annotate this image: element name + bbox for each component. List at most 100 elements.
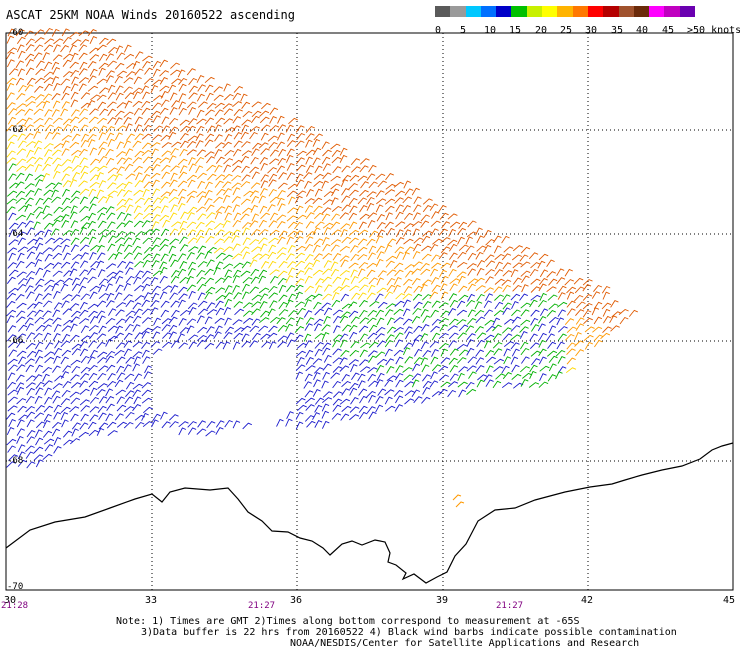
wind-barb: [278, 261, 288, 268]
wind-barb: [232, 116, 242, 124]
wind-barb: [80, 355, 90, 364]
wind-barb: [132, 363, 140, 372]
wind-barb: [89, 108, 99, 116]
wind-barb: [249, 286, 259, 294]
wind-barb: [366, 406, 376, 414]
wind-barb: [33, 301, 43, 309]
wind-barb: [412, 363, 420, 372]
wind-barb: [87, 133, 97, 141]
wind-barb: [144, 166, 154, 174]
wind-barb: [180, 140, 189, 149]
wind-barb: [188, 246, 199, 252]
wind-barb: [135, 421, 145, 429]
wind-barb: [134, 68, 144, 76]
wind-barb: [169, 117, 179, 125]
wind-barb: [152, 102, 162, 110]
wind-barb: [438, 252, 448, 260]
wind-barb: [538, 283, 547, 292]
wind-barb: [178, 427, 187, 436]
wind-barb: [304, 340, 313, 348]
wind-barb: [78, 68, 88, 76]
wind-barb: [224, 269, 233, 278]
wind-barb: [286, 285, 296, 293]
wind-barb: [204, 342, 215, 350]
wind-barb: [288, 267, 296, 276]
wind-barb: [349, 382, 359, 390]
wind-barb: [79, 260, 89, 268]
wind-barb: [69, 406, 80, 413]
wind-barb: [294, 221, 304, 230]
wind-barb: [313, 301, 322, 310]
wind-barb: [394, 332, 404, 340]
wind-barb: [52, 244, 62, 252]
wind-barb: [144, 67, 153, 75]
wind-barb: [386, 269, 397, 276]
wind-barb: [252, 142, 262, 150]
wind-barb: [114, 413, 124, 421]
wind-barb: [296, 317, 304, 326]
wind-barb: [214, 317, 225, 324]
wind-barb: [277, 190, 286, 198]
wind-barb: [152, 348, 163, 355]
wind-barb: [233, 109, 243, 116]
wind-barb: [394, 269, 404, 277]
wind-barb: [305, 133, 315, 141]
wind-barb: [375, 293, 384, 301]
wind-barb: [17, 451, 26, 460]
wind-barb: [97, 117, 107, 125]
wind-barb: [421, 245, 432, 252]
wind-barb: [52, 54, 63, 61]
wind-barb: [340, 350, 350, 357]
wind-barb: [43, 413, 52, 422]
wind-barb: [511, 364, 520, 373]
wind-barb: [448, 332, 459, 340]
legend-label: 30: [585, 25, 598, 36]
wind-barb: [456, 271, 467, 278]
wind-barb: [520, 261, 531, 268]
wind-barb: [313, 379, 321, 388]
wind-barb: [124, 100, 133, 109]
wind-barb: [151, 214, 161, 222]
wind-barb: [405, 270, 414, 278]
wind-barb: [493, 235, 502, 243]
wind-barb: [376, 222, 386, 230]
wind-barb: [458, 366, 468, 373]
wind-barb: [44, 351, 55, 358]
wind-barb: [25, 141, 36, 148]
wind-barb: [61, 389, 71, 397]
wind-barb: [224, 285, 233, 293]
wind-barb: [466, 388, 477, 395]
wind-barb: [260, 102, 271, 110]
wind-barb: [196, 339, 206, 347]
wind-barb: [42, 205, 50, 214]
wind-barb: [306, 231, 317, 238]
wind-barb: [25, 270, 36, 278]
wind-barb: [151, 260, 160, 268]
wind-barb: [339, 255, 350, 262]
wind-barb: [107, 221, 116, 229]
wind-barb: [79, 39, 90, 46]
wind-barb: [249, 239, 260, 246]
wind-barb: [314, 420, 323, 428]
wind-barb: [393, 317, 404, 324]
wind-barb: [295, 270, 305, 278]
wind-barb: [359, 411, 368, 420]
wind-barb: [340, 229, 348, 237]
wind-barb: [260, 132, 269, 141]
wind-barb: [367, 332, 378, 340]
wind-barb: [260, 261, 270, 269]
wind-barb: [385, 303, 396, 310]
wind-barb: [259, 110, 270, 117]
wind-barb: [43, 405, 53, 413]
wind-barb: [8, 349, 17, 357]
wind-barb: [321, 180, 329, 189]
wind-barb: [376, 372, 385, 381]
wind-barb: [69, 141, 80, 149]
wind-barb: [141, 331, 150, 339]
wind-barb: [169, 228, 179, 236]
wind-barb: [168, 84, 176, 93]
wind-barb: [98, 67, 106, 76]
wind-barb: [502, 307, 511, 316]
wind-barb: [466, 263, 477, 270]
wind-barb: [350, 166, 361, 173]
